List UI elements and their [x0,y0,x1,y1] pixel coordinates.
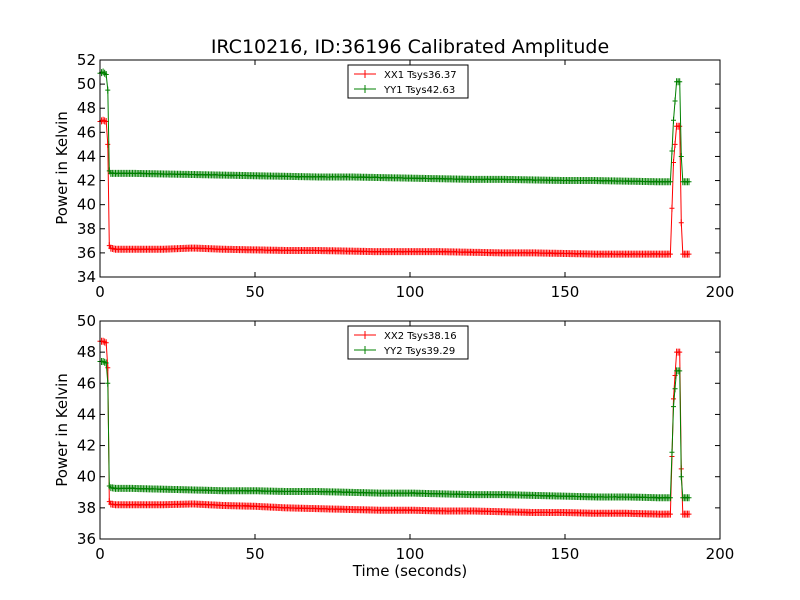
bottom-legend-label-yy2: YY2 Tsys39.29 [383,346,455,357]
top-series-marker [686,178,692,186]
bottom-series-marker [103,339,109,347]
top-series-marker [678,152,684,160]
top-series-marker [678,219,684,227]
top-x-tick-label: 200 [706,283,735,301]
top-series-marker [672,97,678,105]
top-y-axis-label: Power in Kelvin [53,111,71,225]
bottom-series-marker [105,364,111,372]
top-subplot: Power in Kelvin XX1 Tsys36.37 YY1 Tsys42… [53,51,734,301]
bottom-x-tick-label: 100 [396,545,425,563]
top-series-marker [105,86,111,94]
top-x-tick-label: 100 [396,283,425,301]
top-x-tick-label: 50 [245,283,264,301]
bottom-series-marker [672,372,678,379]
bottom-series-marker [677,367,683,375]
top-series-marker [103,70,109,78]
bottom-x-tick-label: 50 [245,545,264,563]
bottom-x-axis-label: Time (seconds) [352,562,468,580]
bottom-y-tick-label: 50 [77,312,96,330]
bottom-series-marker [686,510,692,518]
top-y-tick-label: 44 [77,147,96,165]
top-y-tick-label: 42 [77,172,96,190]
top-series-markers-1 [97,68,692,186]
bottom-series-marker [669,448,675,456]
top-series-line-0 [99,119,690,256]
bottom-y-tick-label: 42 [77,437,96,455]
bottom-y-tick-label: 36 [77,530,96,548]
bottom-series-marker [677,348,683,356]
bottom-series-marker [686,494,692,502]
top-x-tick-label: 150 [551,283,580,301]
top-legend: XX1 Tsys36.37 YY1 Tsys42.63 [347,64,469,99]
top-series-marker [677,78,683,86]
bottom-series-marker [667,494,673,502]
top-series-marker [105,140,111,148]
bottom-series-markers-0 [97,337,692,518]
top-series-marker [672,140,678,148]
top-legend-label-yy1: YY1 Tsys42.63 [383,85,455,96]
top-series-markers-0 [97,116,692,258]
top-series-marker [667,250,673,258]
top-y-tick-label: 50 [77,75,96,93]
bottom-subplot: Power in Kelvin Time (seconds) XX2 Tsys3… [53,312,734,580]
top-y-tick-label: 48 [77,99,96,117]
top-y-tick-label: 36 [77,244,96,262]
top-series-marker [103,117,109,125]
bottom-y-tick-label: 48 [77,343,96,361]
bottom-series-line-1 [99,360,690,499]
bottom-series-marker [678,473,684,481]
bottom-x-tick-label: 150 [551,545,580,563]
bottom-y-tick-label: 44 [77,405,96,423]
top-series-marker [667,178,673,186]
top-y-tick-label: 46 [77,123,96,141]
bottom-series-marker [103,359,109,367]
bottom-y-axis-label: Power in Kelvin [53,373,71,487]
top-series-marker [669,147,675,155]
bottom-series-marker [672,385,678,393]
bottom-series-markers-1 [97,357,692,502]
chart-title: IRC10216, ID:36196 Calibrated Amplitude [211,36,609,58]
bottom-y-tick-label: 38 [77,499,96,517]
bottom-y-tick-label: 40 [77,468,96,486]
bottom-series-marker [667,510,673,518]
bottom-legend: XX2 Tsys38.16 YY2 Tsys39.29 [347,325,469,360]
top-legend-box [347,64,469,99]
top-series-marker [686,250,692,258]
top-y-tick-label: 38 [77,220,96,238]
bottom-series-marker [105,379,111,387]
top-y-tick-label: 40 [77,196,96,214]
top-legend-label-xx1: XX1 Tsys36.37 [384,70,457,81]
top-x-tick-label: 0 [95,283,105,301]
top-y-tick-label: 52 [77,51,96,69]
top-y-tick-label: 34 [77,268,96,286]
top-series-marker [671,116,676,124]
bottom-legend-label-xx2: XX2 Tsys38.16 [384,331,457,342]
bottom-series-marker [671,403,676,411]
bottom-x-tick-label: 200 [706,545,735,563]
top-series-marker [677,122,683,130]
bottom-x-tick-label: 0 [95,545,105,563]
bottom-legend-box [347,325,469,360]
top-series-marker [669,204,675,212]
bottom-y-tick-label: 46 [77,374,96,392]
